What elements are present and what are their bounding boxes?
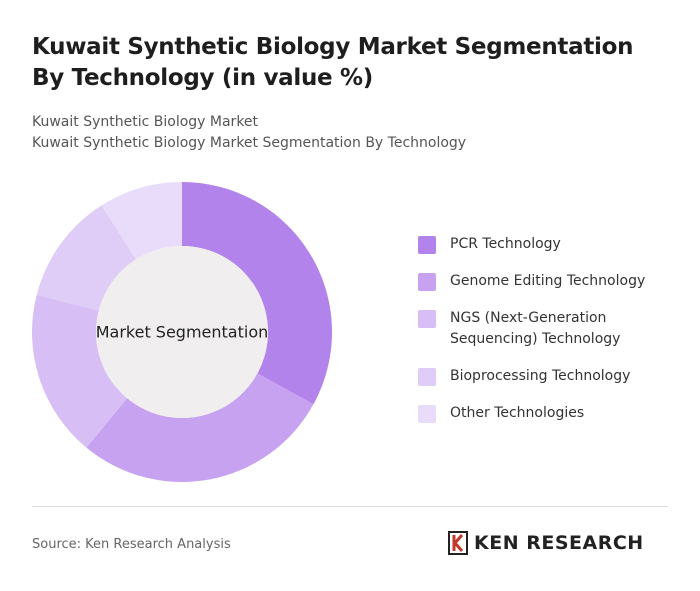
subtitle: Kuwait Synthetic Biology Market	[32, 114, 259, 130]
logo: KEN RESEARCH	[448, 531, 644, 555]
chart: Market Segmentation	[31, 182, 332, 483]
donut-slice	[36, 205, 136, 311]
legend-swatch	[418, 310, 436, 328]
logo-icon	[448, 531, 468, 555]
legend-item: Other Technologies	[418, 403, 668, 424]
legend-swatch	[418, 236, 436, 254]
donut-hole	[96, 246, 268, 418]
legend-swatch	[418, 368, 436, 386]
legend-item: NGS (Next-Generation Sequencing) Technol…	[418, 308, 668, 350]
source: Source: Ken Research Analysis	[32, 537, 231, 552]
legend-swatch	[418, 405, 436, 423]
legend-label: PCR Technology	[450, 236, 561, 252]
legend-item: PCR Technology	[418, 234, 668, 255]
chart-title: Kuwait Synthetic Biology Market Segmenta…	[32, 34, 634, 91]
donut-slice	[101, 182, 182, 260]
divider	[32, 506, 668, 507]
legend-item: Genome Editing Technology	[418, 271, 668, 292]
legend-label: Other Technologies	[450, 405, 585, 421]
donut-slice	[182, 182, 332, 405]
donut-slice	[31, 294, 128, 448]
subtitle: Kuwait Synthetic Biology Market Segmenta…	[32, 135, 467, 151]
center-label: Market Segmentation	[96, 323, 269, 342]
legend-label: Genome Editing Technology	[450, 273, 646, 289]
legend-item: Bioprocessing Technology	[418, 366, 668, 387]
legend-swatch	[418, 273, 436, 291]
legend-label: Bioprocessing Technology	[450, 368, 631, 384]
donut-slice	[86, 373, 314, 483]
logo-text: KEN RESEARCH	[474, 532, 644, 554]
legend-label: NGS (Next-Generation Sequencing) Technol…	[450, 310, 621, 347]
legend: PCR Technology Genome Editing Technology N…	[418, 234, 668, 440]
